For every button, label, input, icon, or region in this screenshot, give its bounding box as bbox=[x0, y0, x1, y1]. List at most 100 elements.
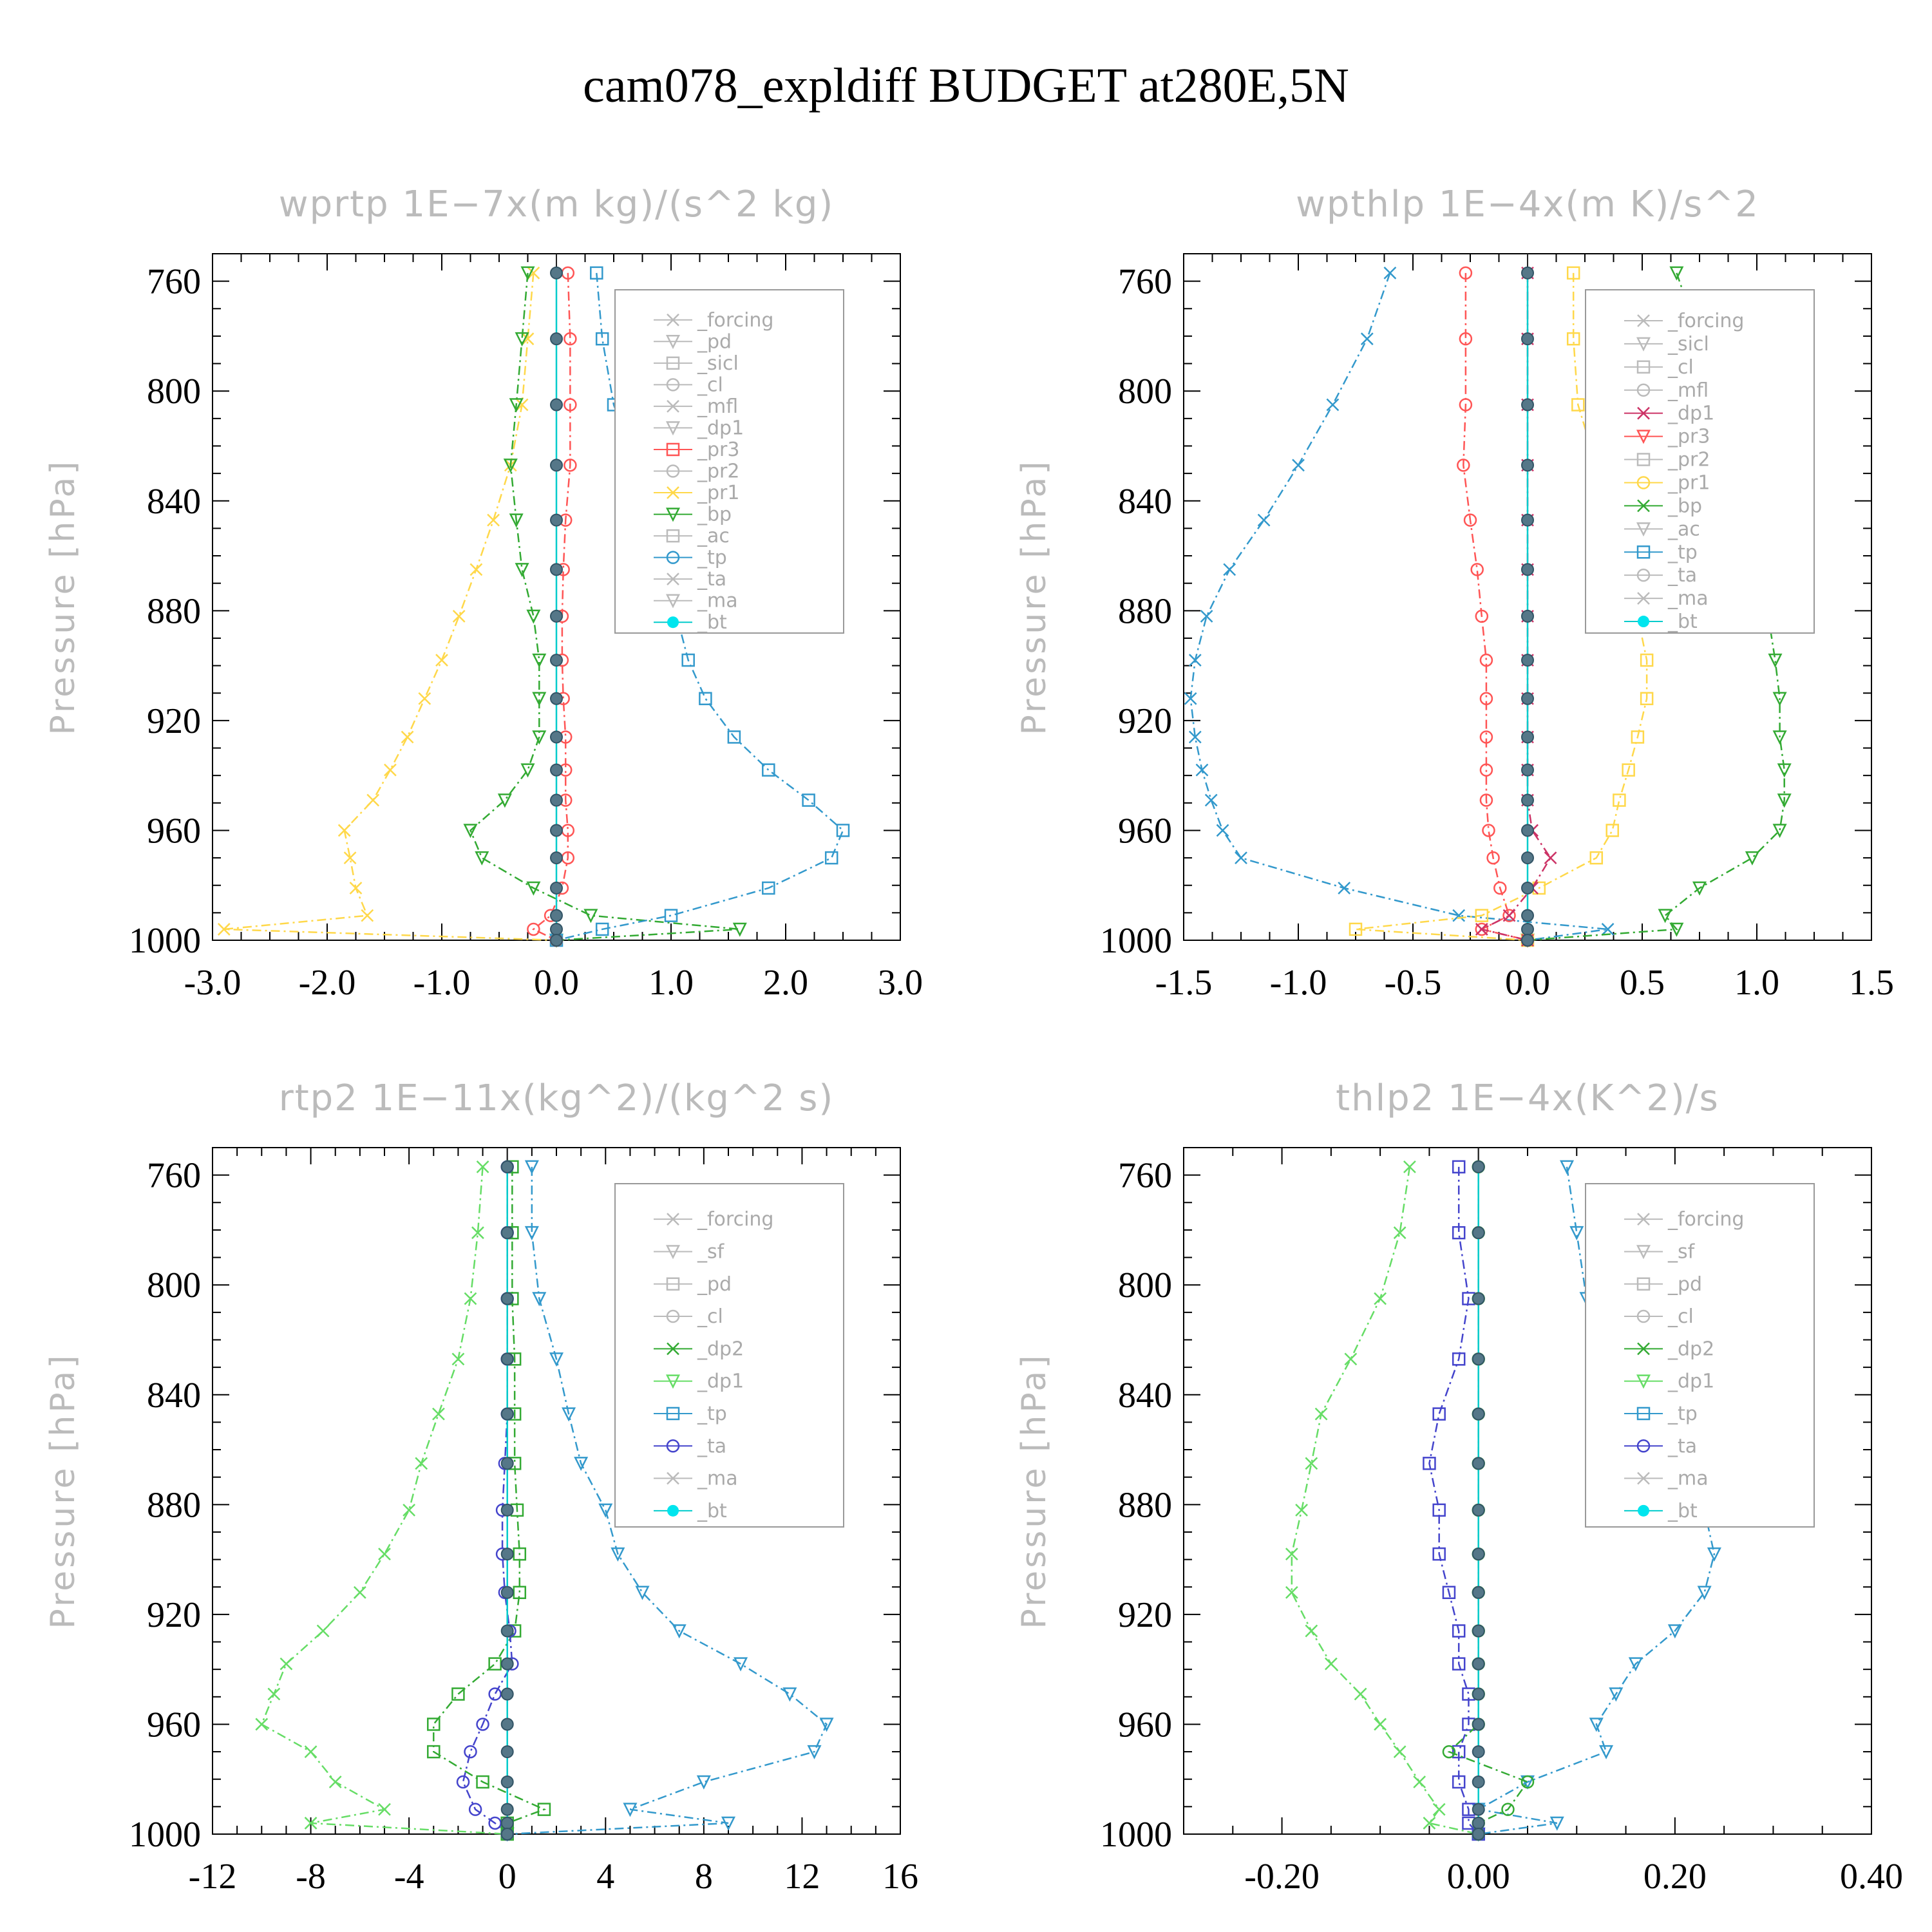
series-line bbox=[1428, 1166, 1479, 1835]
data-point bbox=[836, 824, 850, 837]
legend-label: _mfl bbox=[1667, 379, 1709, 402]
x-tick-label: 0.0 bbox=[534, 963, 579, 1003]
panel-2: wpthlp 1E−4x(m K)/s^2 Pressure [hPa] 760 80… bbox=[1015, 184, 1894, 1003]
data-point bbox=[1636, 476, 1651, 489]
data-point bbox=[1472, 1503, 1485, 1517]
legend-label: _tp bbox=[697, 1403, 727, 1425]
data-point bbox=[418, 692, 431, 705]
legend-label: _pr2 bbox=[1667, 449, 1710, 471]
data-point bbox=[1374, 1718, 1387, 1731]
data-point bbox=[349, 882, 363, 895]
data-point bbox=[666, 1309, 680, 1323]
data-point bbox=[515, 563, 529, 578]
x-tick-label: -8 bbox=[296, 1857, 326, 1897]
x-tick-label: -1.5 bbox=[1155, 963, 1213, 1003]
y-axis-label: Pressure [hPa] bbox=[1015, 459, 1054, 735]
data-point bbox=[488, 1657, 502, 1671]
data-point bbox=[1521, 763, 1534, 777]
data-point bbox=[337, 824, 351, 837]
data-point bbox=[1403, 1160, 1416, 1173]
x-tick-label: -1.0 bbox=[1270, 963, 1327, 1003]
data-point bbox=[1472, 1407, 1485, 1421]
legend-box bbox=[1585, 289, 1815, 634]
data-point bbox=[635, 1586, 650, 1600]
data-point bbox=[1631, 730, 1645, 744]
data-point bbox=[1521, 692, 1534, 705]
data-point bbox=[802, 793, 815, 807]
data-point bbox=[1521, 851, 1534, 865]
data-point bbox=[1521, 513, 1534, 527]
data-point bbox=[564, 398, 577, 412]
data-point bbox=[503, 459, 518, 473]
data-point bbox=[1285, 1548, 1298, 1560]
data-point bbox=[1692, 881, 1707, 896]
series-bt bbox=[1521, 266, 1534, 947]
data-point bbox=[500, 1457, 514, 1470]
data-point bbox=[1493, 881, 1507, 895]
data-point bbox=[1472, 1624, 1485, 1638]
data-point bbox=[1472, 1548, 1485, 1561]
legend-label: _cl bbox=[1667, 1305, 1694, 1328]
data-point bbox=[1637, 1213, 1650, 1226]
data-point bbox=[515, 332, 529, 346]
data-point bbox=[681, 653, 695, 667]
data-point bbox=[1521, 922, 1534, 936]
x-tick-label: 0.40 bbox=[1840, 1857, 1903, 1897]
series-line bbox=[532, 272, 571, 942]
data-point bbox=[1566, 266, 1580, 280]
data-point bbox=[598, 1503, 613, 1518]
x-tick-label: 3.0 bbox=[878, 963, 923, 1003]
x-tick-label: 1.0 bbox=[1734, 963, 1779, 1003]
data-point bbox=[463, 824, 478, 838]
data-point bbox=[500, 1503, 514, 1517]
legend-marker bbox=[1638, 616, 1649, 628]
data-point bbox=[500, 1586, 514, 1599]
data-point bbox=[1475, 923, 1488, 936]
data-point bbox=[549, 1352, 564, 1367]
panel-title: thlp2 1E−4x(K^2)/s bbox=[1336, 1077, 1719, 1119]
y-tick-label: 840 bbox=[147, 1376, 201, 1416]
data-point bbox=[1609, 1687, 1624, 1702]
data-point bbox=[665, 335, 681, 350]
panel-3: rtp2 1E−11x(kg^2)/(kg^2 s) Pressure [hPa]… bbox=[44, 1077, 918, 1897]
series-bt bbox=[1472, 1160, 1485, 1841]
series-pr3 bbox=[527, 266, 577, 947]
data-point bbox=[1200, 609, 1213, 623]
series-tp bbox=[1184, 266, 1615, 947]
legend-label: _pr1 bbox=[697, 482, 739, 504]
data-point bbox=[1432, 1547, 1446, 1561]
data-point bbox=[475, 851, 489, 866]
data-point bbox=[526, 609, 541, 624]
data-point bbox=[1374, 1292, 1387, 1305]
y-tick-label: 880 bbox=[147, 591, 201, 631]
data-point bbox=[1589, 1718, 1604, 1732]
legend: _forcing _sf _pd _cl _dp2 _dp1 _tp _ta _ma _bt bbox=[614, 1183, 844, 1528]
data-point bbox=[1472, 1657, 1485, 1671]
data-point bbox=[1521, 730, 1534, 744]
data-point bbox=[452, 609, 466, 623]
x-tick-label: -3.0 bbox=[184, 963, 242, 1003]
data-point bbox=[532, 653, 547, 668]
y-tick-label: 840 bbox=[147, 482, 201, 522]
data-point bbox=[666, 1406, 680, 1421]
data-point bbox=[515, 398, 529, 412]
data-point bbox=[1777, 763, 1792, 778]
legend-label: _bt bbox=[697, 611, 727, 634]
data-point bbox=[1324, 1657, 1338, 1671]
data-point bbox=[527, 922, 540, 936]
data-point bbox=[1472, 1226, 1485, 1240]
series-line bbox=[223, 272, 557, 942]
data-point bbox=[1463, 513, 1477, 527]
data-point bbox=[667, 400, 679, 413]
data-point bbox=[1521, 332, 1534, 346]
data-point bbox=[1636, 545, 1651, 559]
legend-label: _pr2 bbox=[697, 460, 739, 483]
data-point bbox=[1216, 824, 1229, 837]
data-point bbox=[807, 1745, 822, 1759]
data-point bbox=[1637, 592, 1650, 605]
x-tick-label: -1.0 bbox=[413, 963, 471, 1003]
data-point bbox=[550, 459, 563, 472]
data-point bbox=[1432, 1407, 1446, 1421]
data-point bbox=[1768, 653, 1783, 668]
data-point bbox=[279, 1657, 293, 1671]
